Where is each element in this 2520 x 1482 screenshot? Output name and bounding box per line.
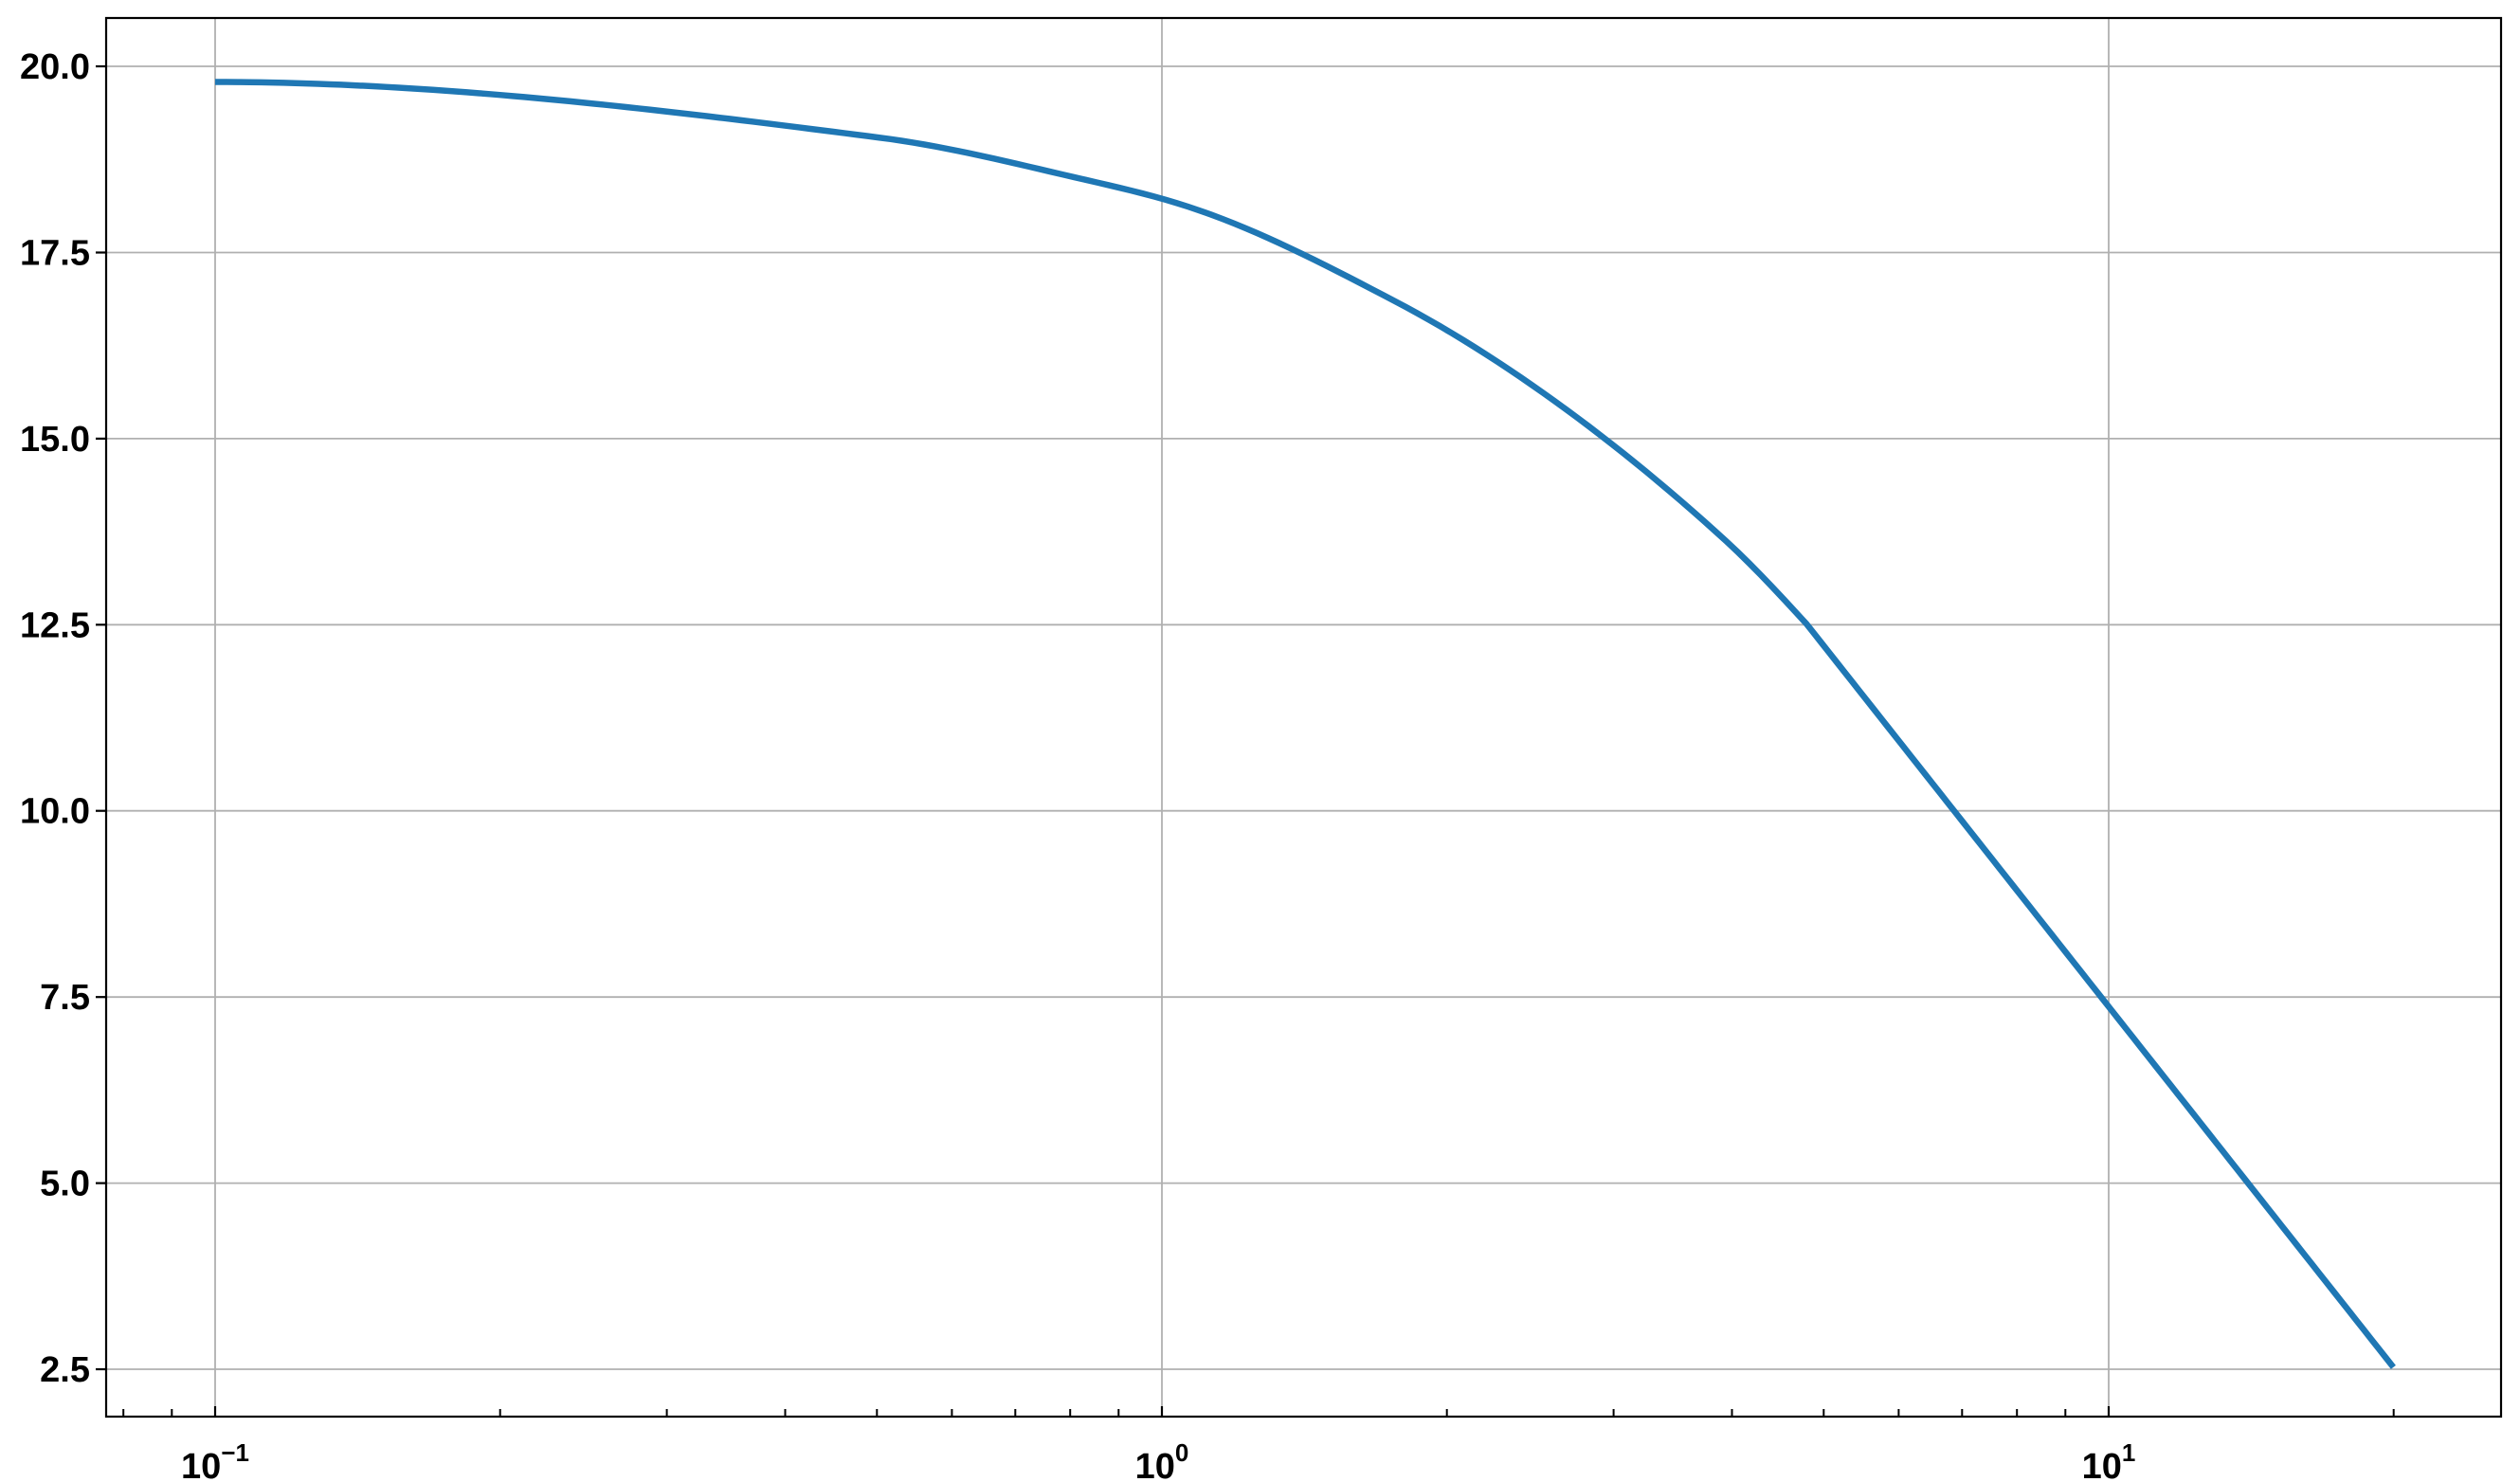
svg-text:5.0: 5.0	[40, 1165, 90, 1204]
svg-text:15.0: 15.0	[20, 420, 90, 460]
svg-text:12.5: 12.5	[20, 605, 90, 645]
svg-text:2.5: 2.5	[40, 1350, 90, 1390]
svg-text:20.0: 20.0	[20, 47, 90, 87]
svg-text:7.5: 7.5	[40, 978, 90, 1018]
svg-text:17.5: 17.5	[20, 234, 90, 274]
svg-text:10.0: 10.0	[20, 792, 90, 832]
